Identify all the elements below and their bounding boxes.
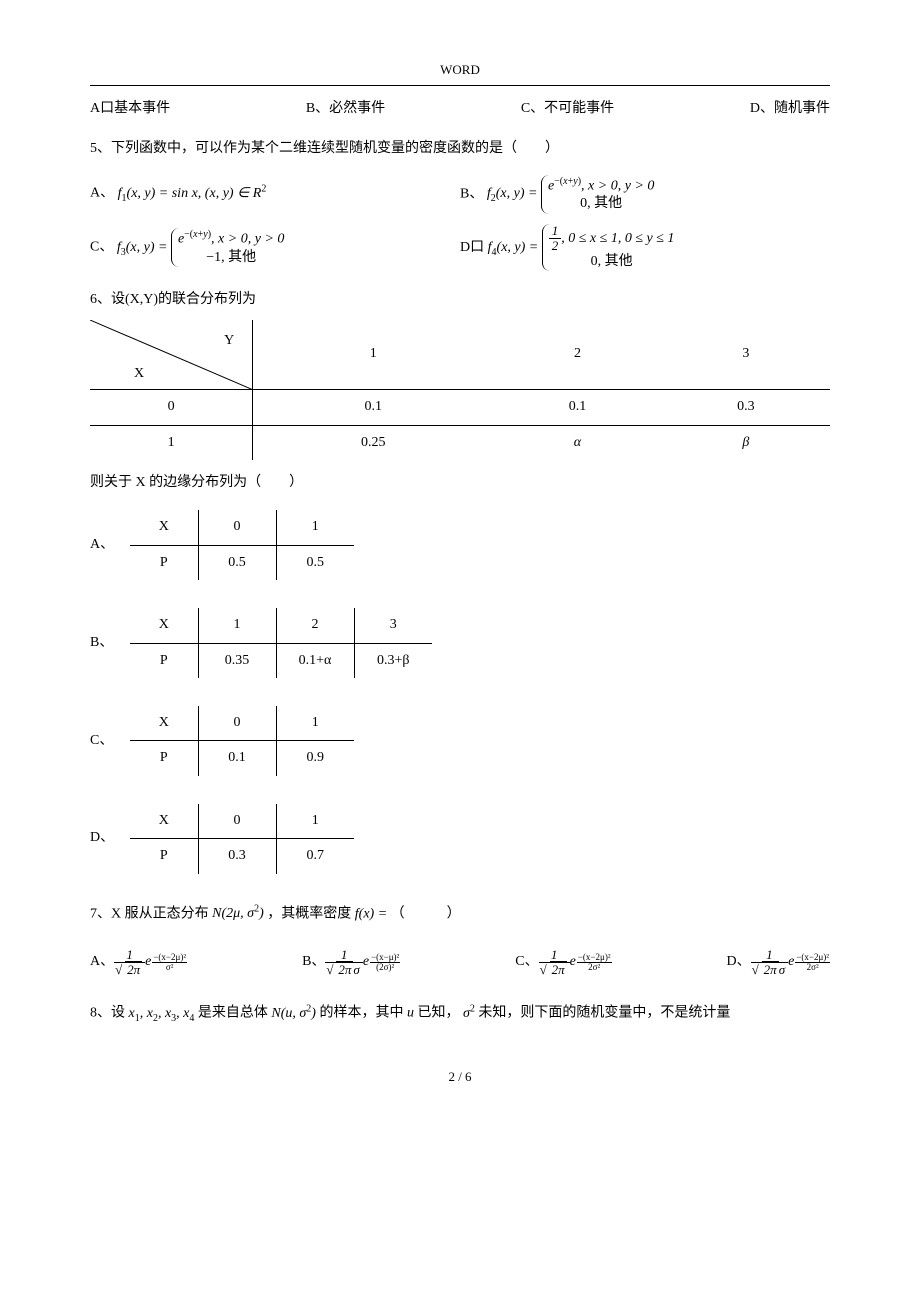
q6-c-p1: 0.1 (198, 741, 276, 776)
q6-b-p1: 0.35 (198, 643, 276, 678)
q6-r0-c2: 0.1 (493, 390, 661, 425)
q8-mid3: 已知， (417, 1006, 459, 1021)
q6-d-p2: 0.7 (276, 839, 354, 874)
q6-b-p3: 0.3+β (354, 643, 432, 678)
q5-d-label: D口 (460, 240, 484, 255)
q7-c-label: C、 (515, 951, 538, 973)
q6-d-h2: 1 (276, 804, 354, 839)
q6-joint-table: Y X 1 2 3 0 0.1 0.1 0.3 1 0.25 α β (90, 320, 830, 460)
q6-a-h0: X (130, 510, 198, 545)
q7-stem: 7、X 服从正态分布 N(2μ, σ2) ，其概率密度 f(x) = （ ） (90, 902, 830, 926)
q6-stem: 6、设(X,Y)的联合分布列为 (90, 289, 830, 311)
q5-row2: C、 f3(x, y) = e−(x+y), x > 0, y > 0 −1, … (90, 224, 830, 272)
q6-r1-c1: 0.25 (253, 425, 494, 460)
q6-b-h2: 2 (276, 608, 354, 643)
q6-diag-cell: Y X (90, 320, 253, 390)
q5-opt-b: B、 f2(x, y) = e−(x+y), x > 0, y > 0 0, 其… (460, 175, 830, 214)
q6-diag-x: X (134, 363, 144, 385)
q6-c-p2: 0.9 (276, 741, 354, 776)
q5-opt-a: A、 f1(x, y) = sin x, (x, y) ∈ R2 (90, 181, 460, 206)
q4-opt-d: D、随机事件 (750, 98, 830, 120)
q6-c-p0: P (130, 741, 198, 776)
q6-r1-c2: α (493, 425, 661, 460)
q6-d-h1: 0 (198, 804, 276, 839)
q6-r0-c3: 0.3 (662, 390, 830, 425)
q8-stem: 8、设 x1, x2, x3, x4 是来自总体 N(u, σ2) 的样本，其中… (90, 1001, 830, 1026)
q5-c-label: C、 (90, 240, 113, 255)
q6-c-label: C、 (90, 730, 130, 752)
q6-opt-a: A、 X 0 1 P 0.5 0.5 (90, 510, 830, 580)
q6-r1-c3: β (662, 425, 830, 460)
q6-b-p2: 0.1+α (276, 643, 354, 678)
q5-opt-c: C、 f3(x, y) = e−(x+y), x > 0, y > 0 −1, … (90, 228, 460, 267)
q6-a-p1: 0.5 (198, 545, 276, 580)
q6-opt-c: C、 X 0 1 P 0.1 0.9 (90, 706, 830, 776)
q6-opt-b: B、 X 1 2 3 P 0.35 0.1+α 0.3+β (90, 608, 830, 678)
q6-d-p0: P (130, 839, 198, 874)
q6-b-h0: X (130, 608, 198, 643)
q4-opt-b: B、必然事件 (306, 98, 385, 120)
q6-col-3: 3 (662, 320, 830, 390)
q7-a-label: A、 (90, 951, 114, 973)
q6-col-1: 1 (253, 320, 494, 390)
q7-options: A、 12π e−(x−2μ)²σ² B、 12πσ e−(x−μ)²(2σ)²… (90, 948, 830, 978)
q7-d-label: D、 (727, 951, 751, 973)
q4-options: A口基本事件 B、必然事件 C、不可能事件 D、随机事件 (90, 98, 830, 120)
q5-opt-d: D口 f4(x, y) = 12, 0 ≤ x ≤ 1, 0 ≤ y ≤ 1 0… (460, 224, 830, 272)
q7-stem-mid: ，其概率密度 (267, 906, 355, 921)
q6-a-h2: 1 (276, 510, 354, 545)
q8-pre: 8、设 (90, 1006, 125, 1021)
q6-diag-y: Y (224, 330, 234, 352)
q6-r1-c0: 1 (90, 425, 253, 460)
q4-opt-c: C、不可能事件 (521, 98, 614, 120)
q6-opt-d: D、 X 0 1 P 0.3 0.7 (90, 804, 830, 874)
q6-a-p2: 0.5 (276, 545, 354, 580)
q6-r0-c0: 0 (90, 390, 253, 425)
q7-opt-b: B、 12πσ e−(x−μ)²(2σ)² (302, 948, 400, 978)
q6-a-h1: 0 (198, 510, 276, 545)
q6-r0-c1: 0.1 (253, 390, 494, 425)
q5-a-label: A、 (90, 186, 114, 201)
header-title: WORD (90, 60, 830, 81)
q6-a-label: A、 (90, 534, 130, 556)
q5-stem: 5、下列函数中，可以作为某个二维连续型随机变量的密度函数的是（ ） (90, 138, 830, 160)
q7-opt-a: A、 12π e−(x−2μ)²σ² (90, 948, 187, 978)
q6-b-h1: 1 (198, 608, 276, 643)
q7-stem-post: （ ） (391, 906, 461, 921)
q6-col-2: 2 (493, 320, 661, 390)
q6-b-h3: 3 (354, 608, 432, 643)
q6-d-label: D、 (90, 827, 130, 849)
q5-row1: A、 f1(x, y) = sin x, (x, y) ∈ R2 B、 f2(x… (90, 175, 830, 214)
q6-d-p1: 0.3 (198, 839, 276, 874)
q8-mid1: 是来自总体 (198, 1006, 272, 1021)
page-footer: 2 / 6 (90, 1067, 830, 1088)
q7-opt-c: C、 12π e−(x−2μ)²2σ² (515, 948, 611, 978)
q5-b-label: B、 (460, 186, 483, 201)
q8-post: 未知，则下面的随机变量中，不是统计量 (478, 1006, 730, 1021)
q6-a-p0: P (130, 545, 198, 580)
q7-stem-pre: 7、X 服从正态分布 (90, 906, 212, 921)
header-rule (90, 85, 830, 86)
q6-c-h2: 1 (276, 706, 354, 741)
q6-c-h0: X (130, 706, 198, 741)
q6-b-p0: P (130, 643, 198, 678)
q6-d-h0: X (130, 804, 198, 839)
q7-b-label: B、 (302, 951, 325, 973)
q6-c-h1: 0 (198, 706, 276, 741)
q6-after: 则关于 X 的边缘分布列为（ ） (90, 472, 830, 494)
q7-opt-d: D、 12πσ e−(x−2μ)²2σ² (727, 948, 830, 978)
q6-b-label: B、 (90, 632, 130, 654)
q4-opt-a: A口基本事件 (90, 98, 170, 120)
q8-mid2: 的样本，其中 (319, 1006, 407, 1021)
